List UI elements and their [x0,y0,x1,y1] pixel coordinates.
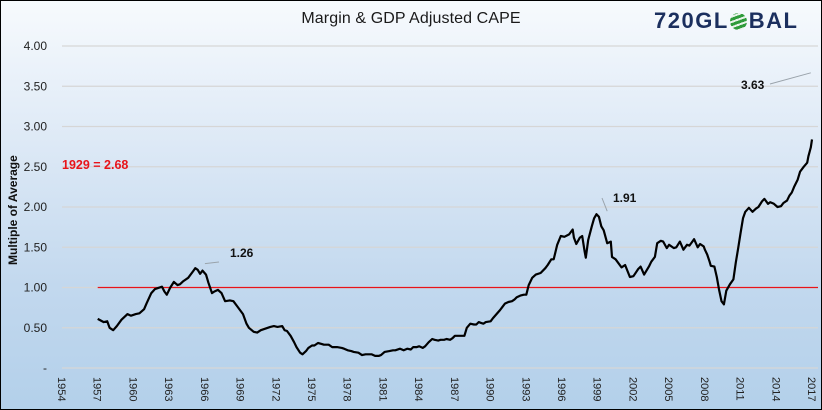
x-tick-label: 1993 [519,377,531,401]
x-tick-label: 1978 [341,377,353,401]
data-label-leader [769,72,811,85]
data-label-leader [204,261,220,265]
y-tick-label: 3.00 [24,120,48,134]
globe-icon [729,12,747,30]
x-tick-label: 2014 [769,377,781,401]
logo-text-part2: BAL [748,8,799,33]
x-tick-label: 2005 [662,377,674,401]
y-tick-label: - [43,361,47,375]
x-tick-label: 1972 [269,377,281,401]
y-axis-ticks: - 0.50 1.00 1.50 2.00 2.50 3.00 3.50 4.00 [24,39,48,375]
x-tick-label: 1981 [376,377,388,401]
y-tick-label: 2.50 [24,160,48,174]
x-tick-label: 1990 [484,377,496,401]
logo-text-part1: 720GL [654,8,729,33]
y-tick-label: 4.00 [24,39,48,53]
x-tick-label: 1999 [591,377,603,401]
x-tick-label: 1963 [162,377,174,401]
annotation-1929: 1929 = 2.68 [62,158,129,172]
y-tick-label: 1.00 [24,281,48,295]
data-labels: 1.26 1.91 3.63 [204,72,811,265]
data-label-leader [601,197,608,212]
x-tick-label: 1996 [555,377,567,401]
data-label: 1.91 [613,191,637,205]
x-tick-label: 2017 [805,377,817,401]
y-tick-label: 0.50 [24,321,48,335]
y-tick-label: 2.00 [24,200,48,214]
logo-720global: 720GL BAL [654,8,798,34]
y-tick-label: 3.50 [24,79,48,93]
y-tick-label: 1.50 [24,240,48,254]
x-tick-label: 2008 [698,377,710,401]
x-tick-label: 2011 [734,377,746,401]
x-tick-label: 2002 [626,377,638,401]
x-tick-label: 1987 [448,377,460,401]
x-tick-label: 1975 [305,377,317,401]
data-label: 3.63 [741,78,765,92]
x-tick-label: 1954 [55,377,67,401]
x-axis-ticks: 1954 1957 1960 1963 1966 1969 1972 1975 1978 1981… [55,377,817,401]
cape-series-line [97,139,814,357]
data-label: 1.26 [230,246,254,260]
gridlines [62,45,818,369]
x-tick-label: 1984 [412,377,424,401]
y-axis-label: Multiple of Average [6,155,20,265]
x-tick-label: 1957 [91,377,103,401]
x-tick-label: 1960 [126,377,138,401]
x-tick-label: 1969 [234,377,246,401]
chart-title: Margin & GDP Adjusted CAPE [301,10,521,27]
x-tick-label: 1966 [198,377,210,401]
